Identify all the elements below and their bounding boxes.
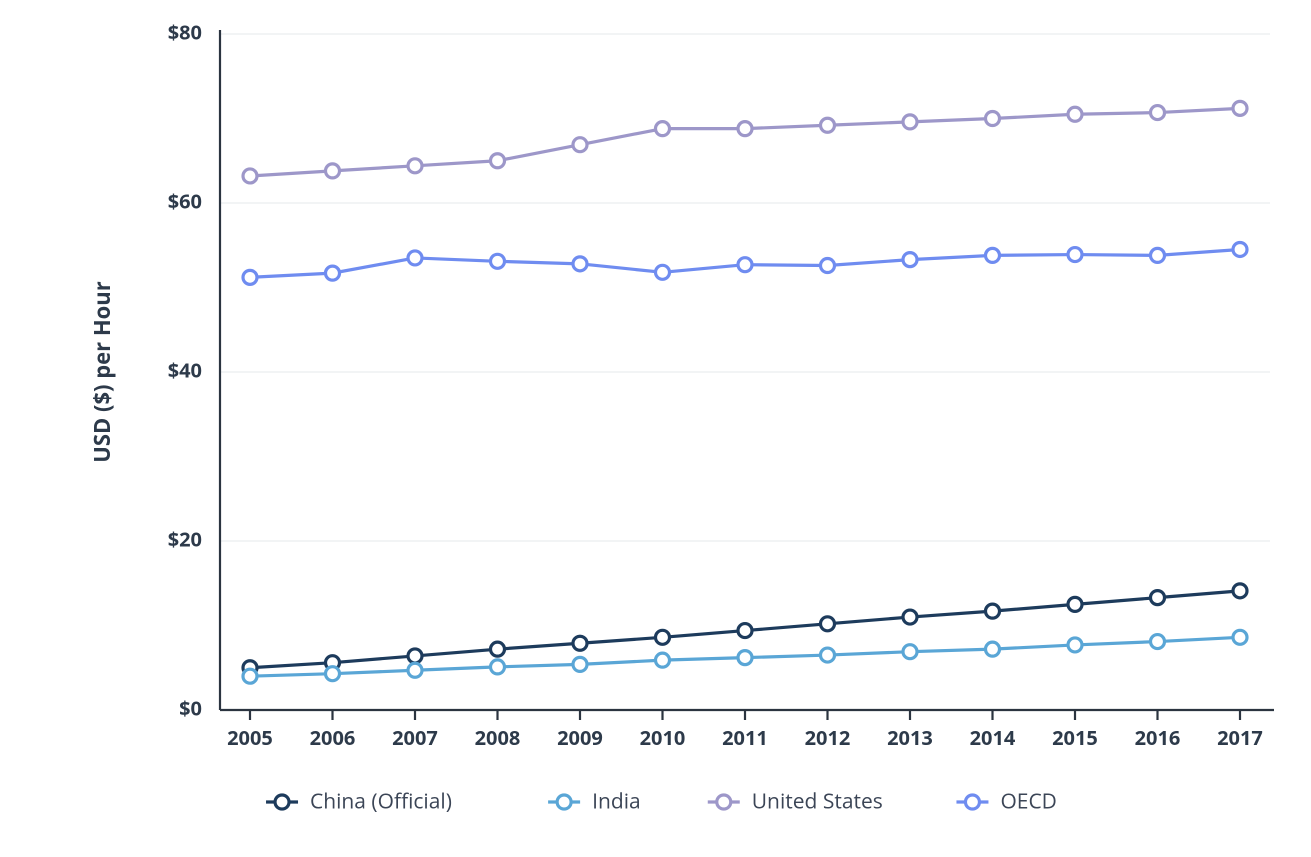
data-point[interactable] xyxy=(986,112,1000,126)
data-point[interactable] xyxy=(903,253,917,267)
y-tick-label: $80 xyxy=(168,18,202,45)
legend-label: United States xyxy=(752,788,883,816)
x-tick-label: 2015 xyxy=(1052,724,1098,751)
x-tick-label: 2013 xyxy=(887,724,933,751)
legend-label: OECD xyxy=(1000,788,1056,816)
x-tick-label: 2009 xyxy=(557,724,603,751)
x-tick-label: 2016 xyxy=(1135,724,1181,751)
legend-marker xyxy=(275,795,289,809)
data-point[interactable] xyxy=(408,649,422,663)
x-tick-label: 2010 xyxy=(640,724,686,751)
data-point[interactable] xyxy=(986,604,1000,618)
data-point[interactable] xyxy=(821,259,835,273)
x-tick-label: 2017 xyxy=(1217,724,1263,751)
data-point[interactable] xyxy=(491,254,505,268)
legend-marker xyxy=(717,795,731,809)
data-point[interactable] xyxy=(821,617,835,631)
data-point[interactable] xyxy=(1233,101,1247,115)
x-tick-label: 2005 xyxy=(227,724,273,751)
data-point[interactable] xyxy=(656,653,670,667)
x-tick-label: 2012 xyxy=(805,724,851,751)
legend-label: China (Official) xyxy=(310,788,452,816)
x-tick-label: 2007 xyxy=(392,724,438,751)
data-point[interactable] xyxy=(1233,630,1247,644)
data-point[interactable] xyxy=(326,667,340,681)
data-point[interactable] xyxy=(738,651,752,665)
data-point[interactable] xyxy=(573,636,587,650)
data-point[interactable] xyxy=(738,122,752,136)
x-tick-label: 2008 xyxy=(475,724,521,751)
data-point[interactable] xyxy=(738,624,752,638)
data-point[interactable] xyxy=(1068,597,1082,611)
y-tick-label: $60 xyxy=(168,187,202,214)
data-point[interactable] xyxy=(491,154,505,168)
data-point[interactable] xyxy=(1068,107,1082,121)
legend-label: India xyxy=(592,788,641,816)
data-point[interactable] xyxy=(656,630,670,644)
data-point[interactable] xyxy=(821,648,835,662)
legend-marker xyxy=(557,795,571,809)
data-point[interactable] xyxy=(408,159,422,173)
data-point[interactable] xyxy=(1068,638,1082,652)
data-point[interactable] xyxy=(408,251,422,265)
data-point[interactable] xyxy=(1151,248,1165,262)
data-point[interactable] xyxy=(903,645,917,659)
data-point[interactable] xyxy=(1151,591,1165,605)
data-point[interactable] xyxy=(326,164,340,178)
chart-svg: $0 $20 $40 $60 $80 USD ($) per Hour 2005 2006 20… xyxy=(0,0,1311,857)
data-point[interactable] xyxy=(1151,635,1165,649)
data-point[interactable] xyxy=(491,642,505,656)
data-point[interactable] xyxy=(408,663,422,677)
data-point[interactable] xyxy=(243,169,257,183)
data-point[interactable] xyxy=(903,115,917,129)
data-point[interactable] xyxy=(1068,248,1082,262)
data-point[interactable] xyxy=(656,265,670,279)
data-point[interactable] xyxy=(243,270,257,284)
data-point[interactable] xyxy=(573,257,587,271)
data-point[interactable] xyxy=(1151,106,1165,120)
x-tick-label: 2006 xyxy=(310,724,356,751)
data-point[interactable] xyxy=(986,248,1000,262)
data-point[interactable] xyxy=(986,642,1000,656)
y-tick-label: $40 xyxy=(168,356,202,383)
y-tick-label: $20 xyxy=(168,525,202,552)
data-point[interactable] xyxy=(903,610,917,624)
y-tick-label: $0 xyxy=(179,694,202,721)
data-point[interactable] xyxy=(573,657,587,671)
line-chart: $0 $20 $40 $60 $80 USD ($) per Hour 2005 2006 20… xyxy=(0,0,1311,857)
data-point[interactable] xyxy=(573,138,587,152)
data-point[interactable] xyxy=(491,660,505,674)
data-point[interactable] xyxy=(1233,242,1247,256)
data-point[interactable] xyxy=(821,118,835,132)
data-point[interactable] xyxy=(1233,584,1247,598)
data-point[interactable] xyxy=(326,266,340,280)
x-tick-label: 2011 xyxy=(722,724,768,751)
legend-marker xyxy=(965,795,979,809)
y-axis-title: USD ($) per Hour xyxy=(87,281,117,462)
x-tick-label: 2014 xyxy=(970,724,1016,751)
data-point[interactable] xyxy=(656,122,670,136)
data-point[interactable] xyxy=(243,669,257,683)
data-point[interactable] xyxy=(738,258,752,272)
